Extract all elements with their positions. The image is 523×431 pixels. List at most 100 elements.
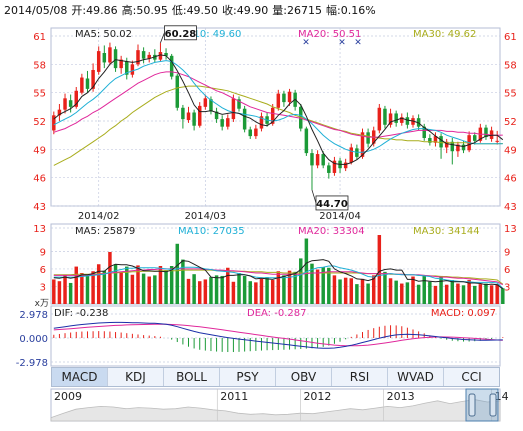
candle-body — [57, 109, 62, 116]
price-y-tick-right: 55 — [504, 89, 517, 100]
overview-left-handle[interactable] — [468, 393, 476, 417]
volume-bar — [456, 283, 460, 304]
volume-bar — [484, 283, 488, 304]
tab-macd[interactable]: MACD — [52, 368, 108, 386]
quote-low: 49.50 — [187, 4, 219, 17]
tab-obv[interactable]: OBV — [276, 368, 332, 386]
price-annotation-label: 60.28 — [165, 29, 197, 40]
volume-bar — [383, 271, 387, 304]
candle-body — [282, 93, 286, 103]
volume-bar — [489, 285, 494, 304]
price-moving-averages — [53, 54, 504, 166]
volume-bar — [428, 281, 432, 304]
volume-legend-item: MA20: 33304 — [298, 226, 365, 237]
volume-bar — [473, 285, 477, 304]
volume-bar — [242, 275, 247, 304]
candle-body — [495, 140, 499, 142]
macd-grid — [51, 313, 500, 363]
volume-bar — [96, 264, 101, 304]
tab-boll[interactable]: BOLL — [164, 368, 220, 386]
candle-body — [68, 100, 73, 107]
quote-close-label: 收: — [222, 3, 237, 17]
price-y-tick-left: 58 — [33, 60, 46, 71]
candle-body — [203, 98, 208, 107]
volume-legend-item: MA10: 27035 — [178, 226, 245, 237]
macd-y-tick: 0.000 — [19, 334, 48, 345]
candle-body — [422, 126, 426, 138]
candle-body — [147, 54, 151, 59]
price-y-tick-left: 61 — [33, 32, 46, 43]
volume-bar — [186, 278, 191, 304]
candle-body — [96, 51, 101, 72]
volume-y-tick-left: 13 — [33, 224, 46, 235]
volume-bar — [141, 273, 146, 304]
volume-bars — [52, 235, 505, 304]
volume-bar — [377, 235, 382, 304]
candle-body — [444, 141, 449, 148]
macd-legend-item: DEA: -0.287 — [247, 308, 306, 319]
volume-grid — [51, 227, 500, 287]
volume-bar — [192, 274, 196, 304]
volume-bar — [231, 281, 236, 304]
candle-body — [394, 113, 398, 123]
overview-navigator[interactable]: 2009 2011 2012 2013 14 — [50, 388, 509, 422]
volume-bar — [321, 267, 325, 304]
volume-bar — [209, 277, 213, 304]
candle-body — [405, 117, 410, 125]
candle-body — [181, 107, 185, 120]
volume-bar — [113, 264, 118, 304]
candle-body — [400, 117, 404, 123]
volume-legend: MA5: 25879 MA10: 27035 MA20: 33304 MA30: 34… — [75, 226, 480, 237]
macd-y-tick: -2.978 — [16, 358, 48, 369]
volume-bar — [310, 263, 314, 304]
volume-bar — [422, 275, 426, 304]
price-x-tick: 2014/03 — [185, 211, 227, 222]
price-ma5-line — [53, 54, 504, 165]
candle-body — [130, 64, 135, 75]
tab-wvad[interactable]: WVAD — [388, 368, 444, 386]
candle-body — [327, 165, 331, 173]
candle-body — [343, 162, 348, 169]
tab-rsi[interactable]: RSI — [332, 368, 388, 386]
candle-body — [237, 99, 241, 109]
candle-body — [108, 47, 112, 63]
candle-body — [158, 52, 163, 60]
candle-body — [461, 144, 466, 151]
volume-bar — [366, 283, 370, 304]
candle-body — [175, 75, 180, 108]
volume-bar — [450, 280, 455, 304]
volume-y-tick-right: 3 — [504, 282, 510, 293]
volume-bar — [254, 282, 258, 304]
volume-bar — [360, 278, 365, 304]
quote-change: 0.16% — [341, 4, 376, 17]
tab-kdj[interactable]: KDJ — [108, 368, 164, 386]
overview-right-handle[interactable] — [489, 393, 497, 417]
macd-dif-line — [53, 321, 503, 349]
quote-high: 50.95 — [136, 4, 168, 17]
quote-header: 2014/05/08 开:49.86 高:50.95 低:49.50 收:49.90 量:… — [4, 3, 376, 17]
volume-bar — [411, 276, 415, 304]
macd-panel: 2.978 0.000 -2.978 DIF: -0.238 DEA: -0.287 M… — [16, 305, 504, 369]
candle-body — [439, 136, 443, 148]
volume-bar — [315, 269, 320, 304]
quote-date: 2014/05/08 — [4, 4, 67, 17]
price-legend-item: MA5: 50.02 — [75, 29, 132, 40]
price-x-tick: 2014/02 — [78, 211, 120, 222]
overview-tick-label: 2009 — [54, 390, 82, 403]
volume-bar — [405, 282, 410, 304]
price-y-tick-left: 49 — [33, 145, 46, 156]
candle-body — [349, 147, 354, 163]
price-y-tick-right: 58 — [504, 60, 517, 71]
volume-legend-item: MA5: 25879 — [75, 226, 135, 237]
candle-body — [310, 153, 314, 166]
quote-low-label: 低: — [172, 4, 187, 17]
price-y-tick-left: 43 — [33, 202, 46, 213]
tab-cci[interactable]: CCI — [461, 370, 482, 384]
volume-bar — [237, 273, 241, 304]
macd-dea-line — [53, 323, 503, 347]
tab-psy[interactable]: PSY — [220, 368, 276, 386]
overview-area — [50, 399, 501, 422]
overview-range-window[interactable] — [465, 388, 499, 422]
